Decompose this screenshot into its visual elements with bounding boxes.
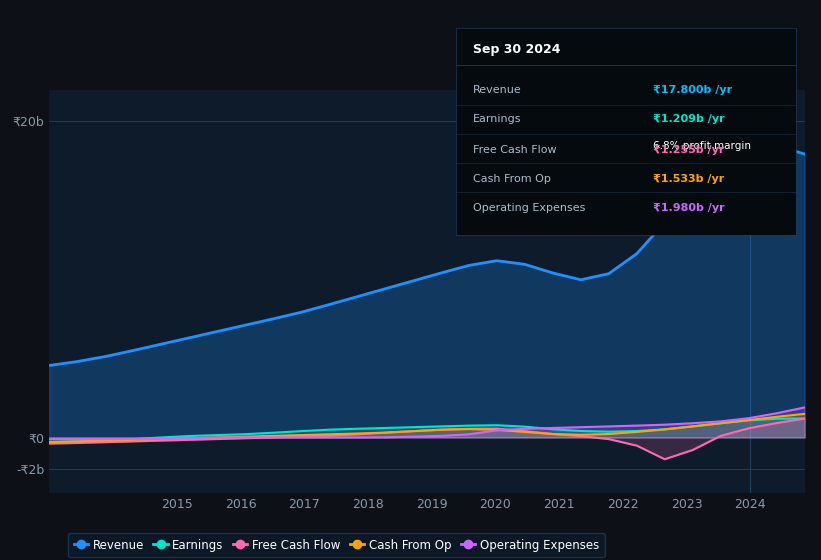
Text: ₹1.533b /yr: ₹1.533b /yr <box>654 174 724 184</box>
Text: ₹1.980b /yr: ₹1.980b /yr <box>654 203 725 213</box>
Text: ₹1.255b /yr: ₹1.255b /yr <box>654 145 725 155</box>
Text: 6.8% profit margin: 6.8% profit margin <box>654 141 751 151</box>
Text: Cash From Op: Cash From Op <box>473 174 551 184</box>
Text: Earnings: Earnings <box>473 114 521 124</box>
Text: ₹17.800b /yr: ₹17.800b /yr <box>654 85 732 95</box>
Text: Revenue: Revenue <box>473 85 521 95</box>
Text: Free Cash Flow: Free Cash Flow <box>473 145 557 155</box>
Text: ₹1.209b /yr: ₹1.209b /yr <box>654 114 725 124</box>
Text: Sep 30 2024: Sep 30 2024 <box>473 43 560 55</box>
Legend: Revenue, Earnings, Free Cash Flow, Cash From Op, Operating Expenses: Revenue, Earnings, Free Cash Flow, Cash … <box>68 533 605 557</box>
Text: Operating Expenses: Operating Expenses <box>473 203 585 213</box>
